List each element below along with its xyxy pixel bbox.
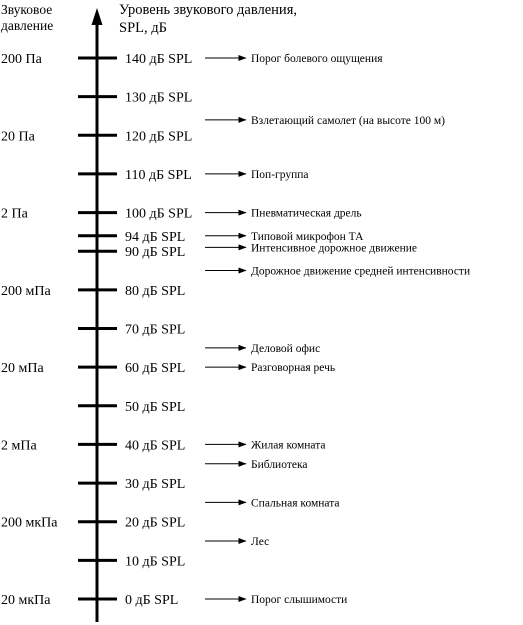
spl-label: 94 дБ SPL	[125, 230, 185, 245]
spl-label: 40 дБ SPL	[125, 438, 185, 453]
spl-title-line-1: Уровень звукового давления,	[119, 2, 297, 18]
scale-axis-arrow	[91, 8, 103, 25]
source-labels: Порог болевого ощущения Взлетающий самоле…	[251, 53, 470, 606]
pressure-label: 200 мкПа	[1, 516, 58, 531]
source-label: Порог болевого ощущения	[251, 53, 383, 65]
spl-label: 20 дБ SPL	[125, 516, 185, 531]
source-label: Разговорная речь	[251, 362, 335, 374]
spl-label: 90 дБ SPL	[125, 245, 185, 260]
pressure-label: 2 мПа	[1, 438, 37, 453]
source-label: Порог слышимости	[251, 594, 347, 606]
pressure-labels: 200 Па 20 Па 2 Па 200 мПа 20 мПа 2 мПа 200 мкП…	[1, 52, 58, 608]
source-label: Спальная комната	[251, 497, 339, 509]
pressure-label: 200 Па	[1, 52, 43, 67]
spl-label: 70 дБ SPL	[125, 323, 185, 338]
source-label: Библиотека	[251, 459, 307, 471]
spl-label: 100 дБ SPL	[125, 207, 192, 222]
spl-label: 50 дБ SPL	[125, 400, 185, 415]
source-label: Пневматическая дрель	[251, 208, 362, 220]
source-label: Интенсивное дорожное движение	[251, 242, 417, 254]
pressure-label: 200 мПа	[1, 284, 51, 299]
spl-label: 130 дБ SPL	[125, 91, 192, 106]
pressure-title-line-2: давление	[1, 18, 53, 33]
source-label: Деловой офис	[251, 343, 320, 355]
source-label: Дорожное движение средней интенсивности	[251, 266, 470, 278]
spl-label: 80 дБ SPL	[125, 284, 185, 299]
source-label: Лес	[251, 536, 269, 548]
spl-label: 120 дБ SPL	[125, 129, 192, 144]
pressure-label: 20 Па	[1, 129, 36, 144]
pressure-title-line-1: Звуковое	[1, 2, 52, 17]
spl-label: 10 дБ SPL	[125, 554, 185, 569]
source-label: Типовой микрофон ТА	[251, 231, 364, 243]
source-arrows	[205, 55, 247, 602]
spl-label: 30 дБ SPL	[125, 477, 185, 492]
source-label: Жилая комната	[251, 439, 326, 451]
spl-label: 0 дБ SPL	[125, 593, 178, 608]
spl-label: 60 дБ SPL	[125, 361, 185, 376]
spl-title-line-2: SPL, дБ	[119, 20, 167, 36]
source-label: Взлетающий самолет (на высоте 100 м)	[251, 115, 445, 127]
pressure-label: 20 мкПа	[1, 593, 51, 608]
tick-marks	[78, 56, 117, 601]
spl-labels: 140 дБ SPL 130 дБ SPL 120 дБ SPL 110 дБ SPL…	[125, 52, 192, 608]
spl-label: 110 дБ SPL	[125, 168, 192, 183]
pressure-label: 2 Па	[1, 207, 29, 222]
pressure-label: 20 мПа	[1, 361, 44, 376]
spl-label: 140 дБ SPL	[125, 52, 192, 67]
source-label: Поп-группа	[251, 169, 309, 181]
